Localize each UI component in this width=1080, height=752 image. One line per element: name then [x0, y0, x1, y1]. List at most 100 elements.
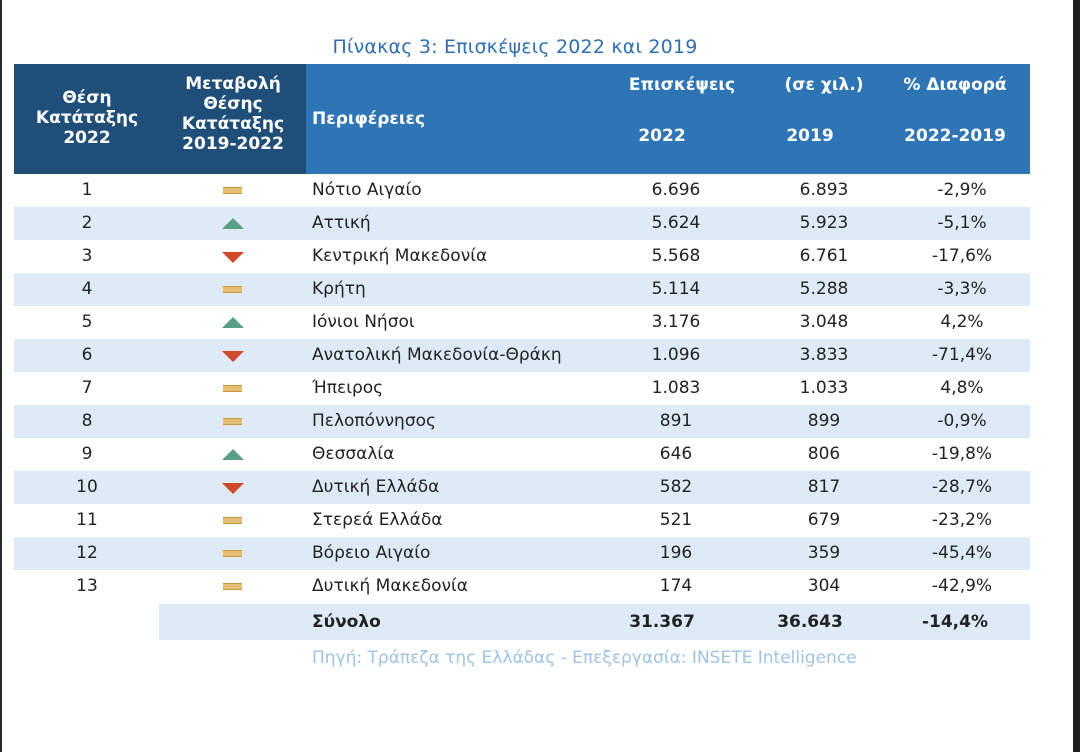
visits-2019-cell: 1.033 [799, 378, 849, 398]
table-row: 9 Θεσσαλία 646 806 -19,8% [14, 438, 1030, 471]
unchanged-dash-icon [223, 583, 242, 590]
table-row: 4 Κρήτη 5.114 5.288 -3,3% [14, 273, 1030, 306]
table-row: 13 Δυτική Μακεδονία 174 304 -42,9% [14, 570, 1030, 603]
diff-cell: 4,8% [940, 378, 984, 398]
visits-2019-cell: 5.923 [799, 213, 849, 233]
region-cell: Δυτική Μακεδονία [312, 576, 468, 596]
header-main-cell [306, 64, 1030, 174]
visits-2019-cell: 6.893 [799, 180, 849, 200]
header-rank: Θέση Κατάταξης 2022 [14, 88, 160, 148]
rank-change-cell [210, 504, 256, 537]
triangle-up-icon [222, 317, 244, 328]
total-diff: -14,4% [921, 612, 989, 632]
visits-2019-cell: 5.288 [799, 279, 849, 299]
unchanged-dash-icon [223, 517, 242, 524]
table-row: 6 Ανατολική Μακεδονία-Θράκη 1.096 3.833 -71,… [14, 339, 1030, 372]
total-label: Σύνολο [312, 612, 381, 632]
header-change: Μεταβολή Θέσης Κατάταξης 2019-2022 [160, 74, 306, 154]
rank-cell: 2 [81, 213, 93, 233]
rank-cell: 13 [76, 576, 98, 596]
region-cell: Νότιο Αιγαίο [312, 180, 422, 200]
header-change-line4: 2019-2022 [182, 134, 284, 154]
header-change-cell [160, 64, 306, 174]
region-cell: Αττική [312, 213, 371, 233]
diff-cell: -0,9% [937, 411, 987, 431]
table-title: Πίνακας 3: Επισκέψεις 2022 και 2019 [332, 36, 698, 58]
diff-cell: -45,4% [931, 543, 993, 563]
header-year-2022: 2022 [638, 126, 686, 146]
rank-change-cell [210, 372, 256, 405]
diff-cell: 4,2% [940, 312, 984, 332]
table-row: 3 Κεντρική Μακεδονία 5.568 6.761 -17,6% [14, 240, 1030, 273]
region-cell: Κεντρική Μακεδονία [312, 246, 488, 266]
diff-cell: -28,7% [931, 477, 993, 497]
region-cell: Στερεά Ελλάδα [312, 510, 443, 530]
rank-cell: 1 [81, 180, 93, 200]
table-row: 10 Δυτική Ελλάδα 582 817 -28,7% [14, 471, 1030, 504]
window-right-border [1073, 0, 1080, 752]
table-row: 1 Νότιο Αιγαίο 6.696 6.893 -2,9% [14, 174, 1030, 207]
rank-change-cell [210, 174, 256, 207]
rank-cell: 9 [81, 444, 93, 464]
rank-cell: 3 [81, 246, 93, 266]
diff-cell: -23,2% [931, 510, 993, 530]
region-cell: Θεσσαλία [312, 444, 395, 464]
triangle-down-icon [222, 252, 244, 263]
region-cell: Ιόνιοι Νήσοι [312, 312, 415, 332]
region-cell: Δυτική Ελλάδα [312, 477, 440, 497]
header-rank-line1: Θέση [62, 88, 112, 108]
diff-cell: -5,1% [937, 213, 987, 233]
header-change-line1: Μεταβολή [185, 74, 281, 94]
unchanged-dash-icon [223, 385, 242, 392]
rank-change-cell [210, 339, 256, 372]
rank-change-cell [210, 537, 256, 570]
total-2019: 36.643 [777, 612, 843, 632]
diff-cell: -17,6% [931, 246, 993, 266]
visits-2022-cell: 5.568 [651, 246, 701, 266]
header-rank-line2: Κατάταξης [35, 108, 139, 128]
visits-2022-cell: 174 [659, 576, 693, 596]
rank-cell: 7 [81, 378, 93, 398]
region-cell: Ανατολική Μακεδονία-Θράκη [312, 345, 562, 365]
header-rank-line3: 2022 [63, 128, 111, 148]
diff-cell: -2,9% [937, 180, 987, 200]
visits-2022-cell: 1.083 [651, 378, 701, 398]
rank-cell: 8 [81, 411, 93, 431]
table-row: 8 Πελοπόννησος 891 899 -0,9% [14, 405, 1030, 438]
header-change-line3: Κατάταξης [181, 114, 285, 134]
visits-2022-cell: 582 [659, 477, 693, 497]
total-row: Σύνολο 31.367 36.643 -14,4% [159, 604, 1030, 640]
triangle-up-icon [222, 449, 244, 460]
triangle-up-icon [222, 218, 244, 229]
rank-cell: 4 [81, 279, 93, 299]
rank-cell: 10 [76, 477, 98, 497]
visits-2022-cell: 1.096 [651, 345, 701, 365]
rank-cell: 6 [81, 345, 93, 365]
total-2022: 31.367 [629, 612, 695, 632]
visits-2022-cell: 6.696 [651, 180, 701, 200]
diff-cell: -3,3% [937, 279, 987, 299]
table-row: 11 Στερεά Ελλάδα 521 679 -23,2% [14, 504, 1030, 537]
visits-2022-cell: 5.114 [651, 279, 701, 299]
diff-cell: -42,9% [931, 576, 993, 596]
visits-2022-cell: 521 [659, 510, 693, 530]
region-cell: Κρήτη [312, 279, 366, 299]
visits-2019-cell: 304 [807, 576, 841, 596]
rank-change-cell [210, 273, 256, 306]
header-visits: Επισκέψεις [628, 75, 736, 95]
rank-cell: 5 [81, 312, 93, 332]
header-rank-cell [14, 64, 160, 174]
triangle-down-icon [222, 483, 244, 494]
region-cell: Βόρειο Αιγαίο [312, 543, 431, 563]
rank-change-cell [210, 306, 256, 339]
visits-2019-cell: 359 [807, 543, 841, 563]
visits-2019-cell: 817 [807, 477, 841, 497]
rank-cell: 11 [76, 510, 98, 530]
header-region: Περιφέρειες [312, 109, 426, 129]
visits-2022-cell: 891 [659, 411, 693, 431]
visits-2019-cell: 3.048 [799, 312, 849, 332]
source-note: Πηγή: Τράπεζα της Ελλάδας - Επεξεργασία:… [312, 648, 857, 668]
visits-2022-cell: 3.176 [651, 312, 701, 332]
header-year-2019: 2019 [786, 126, 834, 146]
table-row: 2 Αττική 5.624 5.923 -5,1% [14, 207, 1030, 240]
